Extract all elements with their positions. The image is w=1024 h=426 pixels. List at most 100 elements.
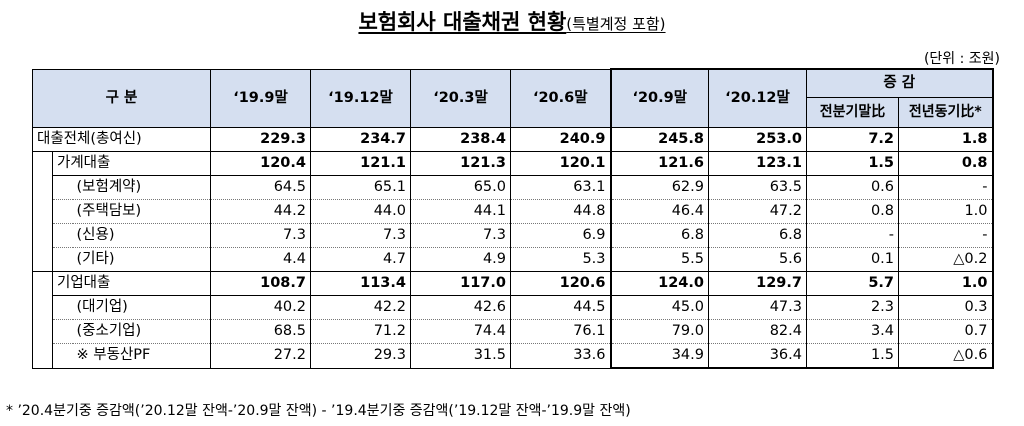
- table-row: (기타) 4.4 4.7 4.9 5.3 5.5 5.6 0.1 △0.2: [33, 247, 994, 272]
- cell: 5.5: [609, 247, 709, 272]
- header-period: ‘20.9말: [609, 68, 709, 128]
- cell: 44.2: [210, 199, 311, 224]
- table-row: (중소기업) 68.5 71.2 74.4 76.1 79.0 82.4 3.4…: [33, 319, 994, 344]
- indent-spacer: [52, 247, 73, 272]
- unit-label: (단위 : 조원): [923, 51, 1000, 67]
- cell: 253.0: [708, 127, 807, 152]
- cell: 234.7: [310, 127, 411, 152]
- cell: 63.5: [708, 175, 807, 200]
- table-row: ※ 부동산PF 27.2 29.3 31.5 33.6 34.9 36.4 1.…: [33, 343, 994, 369]
- header-change-yoy: 전년동기比*: [898, 97, 994, 128]
- cell: 129.7: [708, 271, 807, 296]
- cell: 5.3: [510, 247, 611, 272]
- cell: 40.2: [210, 295, 311, 320]
- row-label: 기업대출: [52, 271, 211, 296]
- cell: 31.5: [410, 343, 511, 369]
- cell: 0.6: [806, 175, 899, 200]
- cell: 121.6: [609, 151, 709, 176]
- cell: 1.5: [806, 151, 899, 176]
- cell: 42.2: [310, 295, 411, 320]
- cell: 82.4: [708, 319, 807, 344]
- cell: 46.4: [609, 199, 709, 224]
- indent-spacer: [32, 271, 53, 369]
- cell: 113.4: [310, 271, 411, 296]
- header-period: ‘20.3말: [410, 68, 511, 128]
- cell: 36.4: [708, 343, 807, 369]
- cell: 42.6: [410, 295, 511, 320]
- cell: 47.3: [708, 295, 807, 320]
- cell: 0.3: [898, 295, 994, 320]
- cell: 4.4: [210, 247, 311, 272]
- cell: 0.1: [806, 247, 899, 272]
- cell: 4.9: [410, 247, 511, 272]
- cell: 44.1: [410, 199, 511, 224]
- cell: 44.8: [510, 199, 611, 224]
- cell: 245.8: [609, 127, 709, 152]
- cell: 33.6: [510, 343, 611, 369]
- title-main: 보험회사 대출채권 현황: [358, 10, 567, 34]
- cell: 62.9: [609, 175, 709, 200]
- cell: 79.0: [609, 319, 709, 344]
- cell: 7.3: [210, 223, 311, 248]
- cell: 0.8: [806, 199, 899, 224]
- footnote: * ’20.4분기중 증감액(’20.12말 잔액-’20.9말 잔액) - ’…: [6, 403, 631, 419]
- cell: 4.7: [310, 247, 411, 272]
- cell: 64.5: [210, 175, 311, 200]
- cell: 74.4: [410, 319, 511, 344]
- indent-spacer: [32, 151, 53, 272]
- header-period: ‘20.12말: [708, 68, 807, 128]
- cell: 124.0: [609, 271, 709, 296]
- cell: 44.5: [510, 295, 611, 320]
- row-label: ※ 부동산PF: [72, 343, 211, 369]
- cell: 76.1: [510, 319, 611, 344]
- row-label: 대출전체(총여신): [32, 127, 211, 152]
- indent-spacer: [52, 223, 73, 248]
- row-label: 가계대출: [52, 151, 211, 176]
- cell: △0.6: [898, 343, 994, 369]
- cell: 7.2: [806, 127, 899, 152]
- header-category: 구 분: [32, 68, 211, 128]
- header-change-qoq: 전분기말比: [806, 97, 899, 128]
- cell: 229.3: [210, 127, 311, 152]
- cell: △0.2: [898, 247, 994, 272]
- table-row: (보험계약) 64.5 65.1 65.0 63.1 62.9 63.5 0.6…: [33, 175, 994, 200]
- row-label: (보험계약): [72, 175, 211, 200]
- cell: 238.4: [410, 127, 511, 152]
- cell: 0.7: [898, 319, 994, 344]
- row-label: (중소기업): [72, 319, 211, 344]
- cell: 71.2: [310, 319, 411, 344]
- cell: -: [898, 223, 994, 248]
- cell: 117.0: [410, 271, 511, 296]
- cell: 7.3: [310, 223, 411, 248]
- indent-spacer: [52, 319, 73, 344]
- row-label: (주택담보): [72, 199, 211, 224]
- cell: 68.5: [210, 319, 311, 344]
- cell: 45.0: [609, 295, 709, 320]
- header-period: ‘19.9말: [210, 68, 311, 128]
- table-row: 기업대출 108.7 113.4 117.0 120.6 124.0 129.7…: [32, 271, 994, 369]
- cell: 6.8: [708, 223, 807, 248]
- cell: 29.3: [310, 343, 411, 369]
- cell: 240.9: [510, 127, 611, 152]
- cell: -: [898, 175, 994, 200]
- cell: 65.1: [310, 175, 411, 200]
- title-sub: (특별계정 포함): [566, 15, 666, 33]
- cell: 5.7: [806, 271, 899, 296]
- cell: 5.6: [708, 247, 807, 272]
- cell: 47.2: [708, 199, 807, 224]
- row-label: (대기업): [72, 295, 211, 320]
- cell: 0.8: [898, 151, 994, 176]
- cell: 7.3: [410, 223, 511, 248]
- header-change: 증 감: [806, 68, 994, 98]
- cell: -: [806, 223, 899, 248]
- cell: 65.0: [410, 175, 511, 200]
- loan-table: 구 분 ‘19.9말 ‘19.12말 ‘20.3말 ‘20.6말 ‘20.9말 …: [32, 68, 994, 369]
- header-period: ‘20.6말: [510, 68, 611, 128]
- cell: 121.3: [410, 151, 511, 176]
- table-row: 가계대출 120.4 121.1 121.3 120.1 121.6 123.1…: [32, 151, 994, 272]
- cell: 120.1: [510, 151, 611, 176]
- cell: 120.6: [510, 271, 611, 296]
- table-row: 대출전체(총여신) 229.3 234.7 238.4 240.9 245.8 …: [32, 127, 994, 152]
- header-period: ‘19.12말: [310, 68, 411, 128]
- table-row: (주택담보) 44.2 44.0 44.1 44.8 46.4 47.2 0.8…: [33, 199, 994, 224]
